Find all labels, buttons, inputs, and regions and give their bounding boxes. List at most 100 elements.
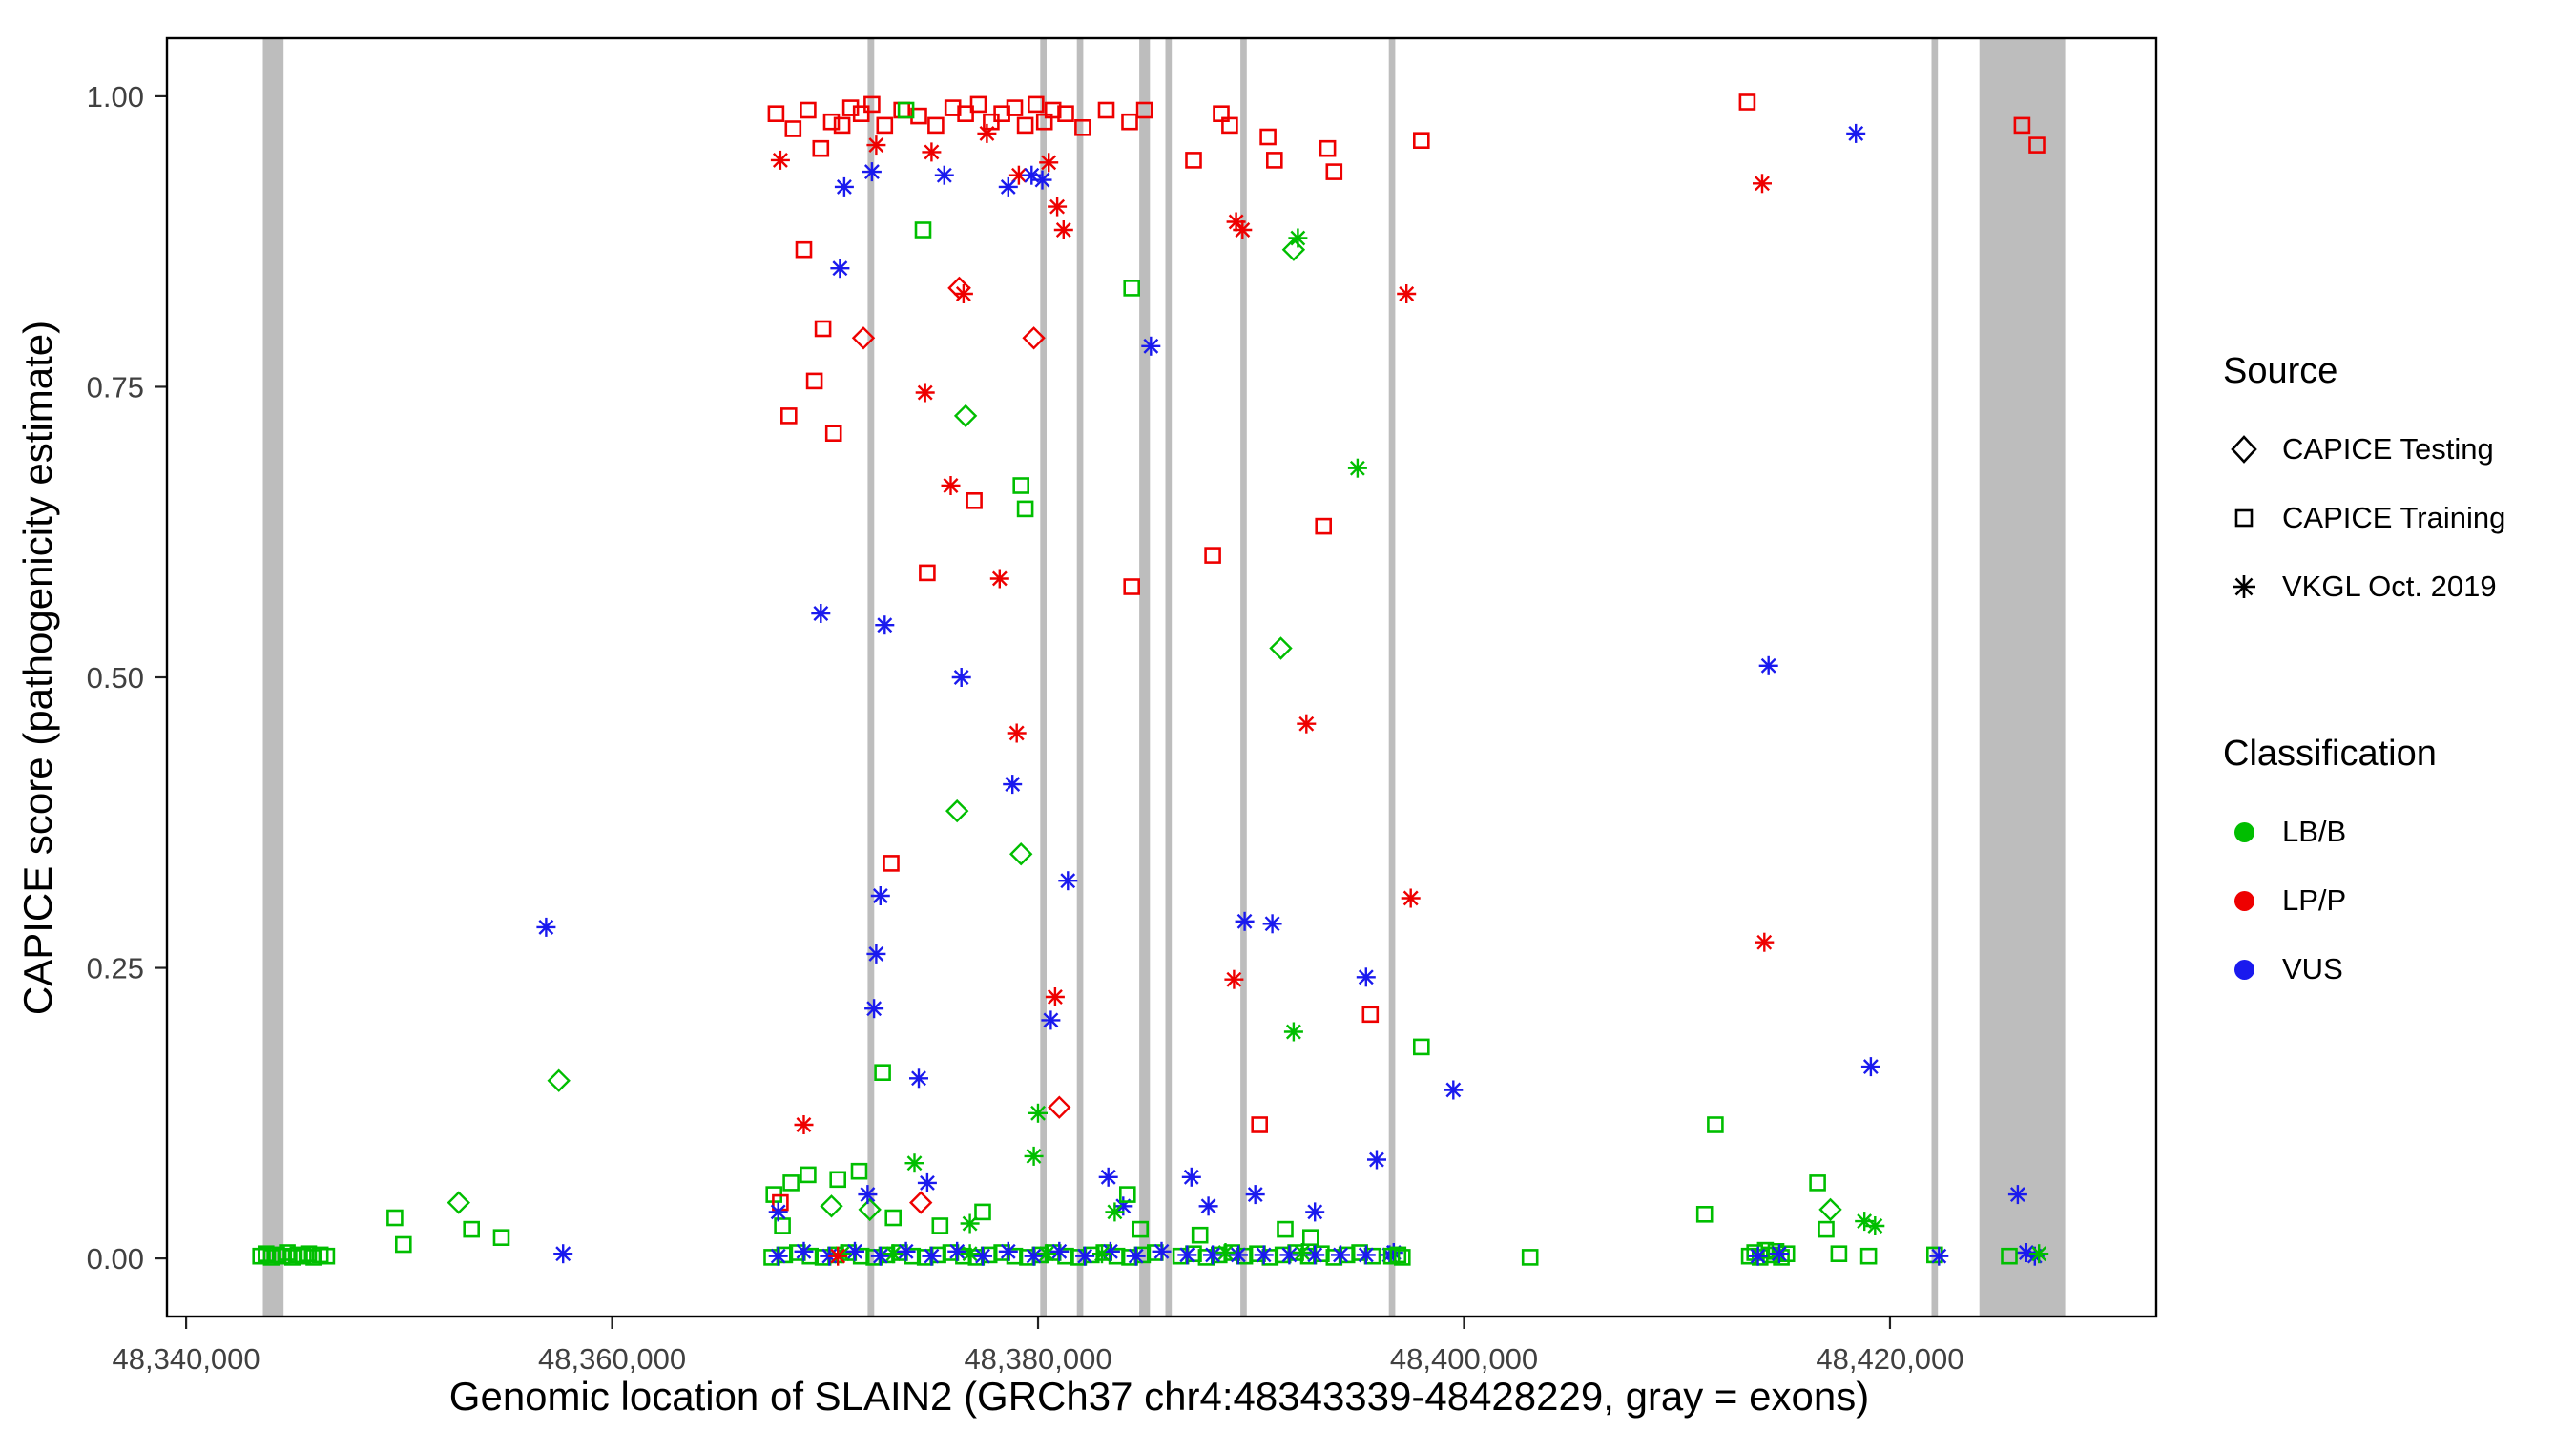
data-point bbox=[828, 1246, 848, 1266]
data-point bbox=[951, 668, 971, 687]
x-tick-label: 48,380,000 bbox=[964, 1342, 1111, 1376]
legend-item-lbb: LB/B bbox=[2223, 798, 2505, 866]
data-point bbox=[2028, 136, 2046, 154]
legend-label-capice-training: CAPICE Training bbox=[2282, 501, 2506, 534]
data-point bbox=[1074, 119, 1091, 136]
data-point bbox=[1325, 163, 1343, 180]
data-point bbox=[1389, 1246, 1407, 1264]
data-point bbox=[1758, 655, 1778, 675]
data-point bbox=[884, 1209, 903, 1227]
exon-band bbox=[1388, 38, 1396, 1317]
data-point bbox=[947, 276, 971, 301]
data-point bbox=[295, 1247, 312, 1265]
data-point bbox=[973, 1246, 992, 1266]
data-point bbox=[863, 95, 881, 114]
data-point bbox=[1297, 714, 1317, 734]
data-point bbox=[1075, 1246, 1095, 1266]
data-point bbox=[1057, 105, 1074, 122]
data-point bbox=[283, 1249, 301, 1266]
data-point bbox=[820, 1194, 843, 1218]
data-point bbox=[1245, 1185, 1265, 1205]
data-point bbox=[1009, 842, 1033, 866]
data-point bbox=[927, 116, 945, 135]
data-point bbox=[1048, 197, 1068, 217]
data-point bbox=[960, 1213, 980, 1234]
data-point bbox=[966, 491, 983, 509]
data-point bbox=[794, 1241, 814, 1261]
data-point bbox=[841, 99, 860, 116]
data-point bbox=[1181, 1167, 1201, 1187]
data-point bbox=[774, 1217, 791, 1234]
exon-band bbox=[262, 38, 284, 1317]
data-point bbox=[770, 150, 790, 170]
data-point bbox=[273, 1247, 291, 1265]
data-point bbox=[1397, 284, 1417, 303]
data-point bbox=[858, 1185, 878, 1205]
data-point bbox=[953, 404, 978, 428]
data-point bbox=[1444, 1080, 1464, 1100]
legend-source-group: Source CAPICE Testing CAPICE Training bbox=[2223, 351, 2505, 621]
data-point bbox=[1016, 500, 1034, 518]
data-point bbox=[814, 320, 832, 338]
data-point bbox=[829, 1171, 847, 1189]
legend-item-capice-testing: CAPICE Testing bbox=[2223, 415, 2505, 484]
data-point bbox=[1755, 932, 1775, 952]
data-point bbox=[989, 569, 1009, 589]
data-point bbox=[883, 855, 900, 872]
x-tick-label: 48,340,000 bbox=[113, 1342, 260, 1376]
data-point bbox=[1860, 1057, 1880, 1077]
data-point bbox=[931, 1217, 949, 1234]
y-tick-label: 0.25 bbox=[87, 952, 144, 985]
exon-band bbox=[1139, 38, 1151, 1317]
data-point bbox=[1022, 326, 1046, 350]
data-point bbox=[1259, 128, 1277, 146]
legend-item-lpp: LP/P bbox=[2223, 866, 2505, 935]
data-point bbox=[944, 99, 962, 116]
panel-border bbox=[165, 36, 2158, 1318]
legend-item-vkgl: VKGL Oct. 2019 bbox=[2223, 552, 2505, 621]
data-point bbox=[862, 162, 882, 182]
data-point bbox=[1006, 99, 1024, 116]
data-point bbox=[993, 105, 1010, 122]
data-point bbox=[909, 1068, 928, 1089]
data-point bbox=[1926, 1246, 1943, 1264]
data-point bbox=[1305, 1202, 1325, 1222]
data-point bbox=[960, 1244, 980, 1264]
data-point bbox=[1132, 1220, 1149, 1238]
data-point bbox=[1226, 212, 1246, 232]
data-point bbox=[1198, 1196, 1218, 1216]
data-point bbox=[1235, 911, 1255, 931]
data-point bbox=[850, 1162, 868, 1180]
data-point bbox=[492, 1229, 510, 1246]
data-point bbox=[1262, 914, 1282, 934]
data-point bbox=[1292, 1243, 1312, 1262]
data-point bbox=[257, 1245, 275, 1262]
y-tick-label: 1.00 bbox=[87, 80, 144, 114]
data-point bbox=[1003, 775, 1023, 795]
data-point bbox=[1356, 967, 1376, 987]
data-point bbox=[974, 1203, 991, 1221]
data-point bbox=[1204, 547, 1221, 564]
x-tick-label: 48,420,000 bbox=[1816, 1342, 1963, 1376]
data-point bbox=[1251, 1116, 1268, 1133]
data-point bbox=[876, 116, 894, 135]
data-point bbox=[1191, 1226, 1209, 1244]
data-point bbox=[1016, 116, 1034, 135]
data-point bbox=[784, 120, 802, 137]
data-point bbox=[1224, 969, 1244, 989]
data-point bbox=[1152, 1241, 1172, 1261]
data-point bbox=[998, 1241, 1018, 1261]
data-point bbox=[553, 1244, 573, 1264]
data-point bbox=[914, 221, 932, 238]
data-point bbox=[1319, 139, 1337, 157]
data-point bbox=[1126, 1246, 1146, 1266]
data-point bbox=[1521, 1249, 1539, 1266]
legend: Source CAPICE Testing CAPICE Training bbox=[2223, 351, 2505, 1004]
blue-dot-icon bbox=[2223, 948, 2265, 990]
square-icon bbox=[2223, 497, 2265, 539]
data-point bbox=[1177, 1245, 1197, 1265]
data-point bbox=[897, 101, 915, 119]
data-point bbox=[1281, 238, 1306, 261]
data-point bbox=[811, 604, 831, 623]
data-point bbox=[909, 1191, 933, 1214]
